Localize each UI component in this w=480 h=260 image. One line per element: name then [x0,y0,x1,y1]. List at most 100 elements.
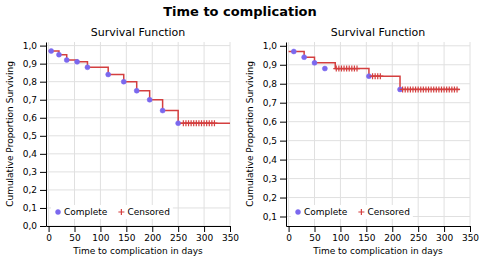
event-marker [312,60,317,65]
tick-mark [100,226,101,232]
event-marker [75,59,80,64]
grid-line [230,42,231,226]
tick: 100 [332,226,349,243]
tick-mark [40,64,46,65]
legend-symbol [296,210,301,215]
tick-mark [40,100,46,101]
legend-item: Censored [118,207,169,217]
tick-mark [152,226,153,232]
marker-shape [377,73,383,79]
marker-shape [302,55,307,60]
tick: 200 [144,226,161,243]
tick-label: 150 [118,233,135,243]
marker-shape [75,59,80,64]
tick-mark [40,208,46,209]
grid-line [288,42,289,226]
tick-label: 0 [286,233,292,243]
tick-mark [470,226,471,232]
tick-label: 0,7 [263,98,277,108]
grid-line [418,42,419,226]
tick-label: 250 [410,233,427,243]
tick-mark [418,226,419,232]
tick: 1,0 [23,41,46,51]
marker-shape [354,66,360,72]
legend-symbol [358,209,364,215]
tick-mark [40,82,46,83]
event-marker [64,58,69,63]
grid-line [152,42,153,226]
tick-label: 200 [384,233,401,243]
y-axis: 0,00,10,20,30,40,50,60,70,80,91,0 [23,41,47,231]
x-axis-title: Time to complication in days [312,246,443,256]
tick-label: 0 [46,233,52,243]
y-axis: 0,10,20,30,40,50,60,70,80,91,0 [263,41,287,226]
legend-background [291,205,413,219]
figure-title: Time to complication [163,4,317,19]
tick-label: 250 [170,233,187,243]
tick-mark [444,226,445,232]
marker-shape [121,79,126,84]
event-marker [106,72,111,77]
tick-label: 0,6 [23,113,38,123]
tick-mark [366,226,367,232]
tick: 50 [309,226,321,243]
tick-mark [280,179,286,180]
panel: 0501001502002503003500,00,10,20,30,40,50… [5,26,239,256]
grid-line [470,42,471,226]
tick-label: 0,4 [23,149,38,159]
tick: 0,9 [263,60,286,70]
tick: 0,3 [263,174,286,184]
tick: 0,9 [23,59,46,69]
tick-mark [178,226,179,232]
tick: 0,1 [263,212,286,222]
grid-line [46,99,230,100]
tick-label: 0,4 [263,155,278,165]
legend-label: Censored [127,207,169,217]
tick-mark [40,226,46,227]
marker-shape [291,49,296,54]
tick-mark [280,160,286,161]
legend-symbol [56,210,61,215]
survival-line [289,51,460,89]
tick-mark [280,122,286,123]
point-group [333,66,460,93]
legend-background [51,205,173,219]
grid-line [314,42,315,226]
tick-label: 0,2 [23,185,37,195]
tick: 0,2 [263,193,286,203]
grid-line [46,45,230,46]
tick-mark [280,103,286,104]
tick-label: 0,7 [23,95,37,105]
grid-line [46,81,230,82]
tick-label: 0,5 [23,131,37,141]
legend-symbol-shape [56,210,61,215]
event-marker [160,108,165,113]
grid-line [46,117,230,118]
tick: 350 [222,226,239,243]
tick: 0,0 [23,221,46,231]
tick: 0,6 [23,113,46,123]
tick-label: 300 [436,233,453,243]
point-group [49,49,181,126]
subplot-title: Survival Function [331,26,426,39]
tick-mark [280,141,286,142]
tick-mark [280,46,286,47]
tick: 0,8 [23,77,46,87]
marker-shape [160,108,165,113]
grid-line [286,159,470,160]
grid-line [46,63,230,64]
grid-line [46,226,230,227]
tick-label: 0,8 [23,77,38,87]
legend-symbol-shape [358,209,364,215]
tick-mark [40,172,46,173]
tick-label: 0,9 [263,60,278,70]
censor-marker [354,66,360,72]
axis-line [287,226,471,227]
subplot-title: Survival Function [91,26,186,39]
x-axis-title: Time to complication in days [72,246,203,256]
legend-label: Censored [367,207,409,217]
tick-mark [230,226,231,232]
grid-line [46,135,230,136]
tick: 0 [286,226,292,243]
tick: 250 [410,226,427,243]
